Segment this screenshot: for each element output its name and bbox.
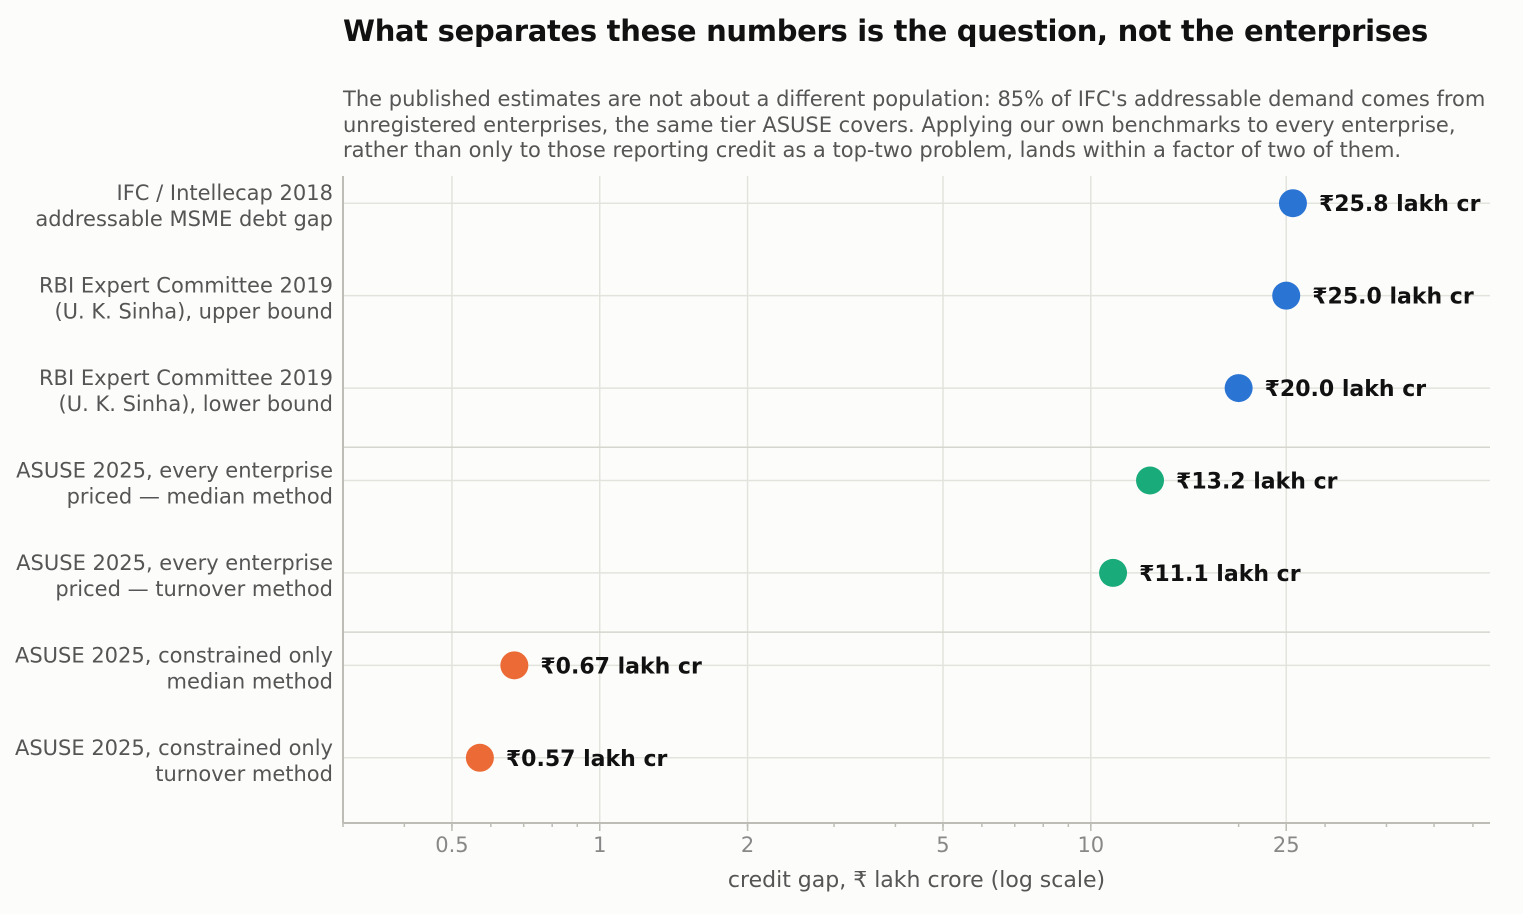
category-label: priced — median method	[67, 485, 333, 509]
data-label: ₹25.0 lakh cr	[1312, 285, 1474, 310]
x-tick-label: 5	[936, 833, 949, 857]
x-tick-label: 10	[1077, 833, 1104, 857]
subtitle-line: rather than only to those reporting cred…	[343, 138, 1402, 162]
category-label: priced — turnover method	[55, 577, 333, 601]
data-label: ₹0.67 lakh cr	[540, 654, 702, 679]
data-label: ₹25.8 lakh cr	[1319, 192, 1481, 217]
data-label: ₹0.57 lakh cr	[506, 747, 668, 772]
data-label: ₹20.0 lakh cr	[1265, 377, 1427, 402]
x-tick-label: 2	[741, 833, 754, 857]
subtitle-line: unregistered enterprises, the same tier …	[343, 112, 1456, 137]
data-point	[500, 651, 529, 680]
category-label: (U. K. Sinha), lower bound	[59, 392, 333, 416]
data-point	[1272, 281, 1301, 310]
data-label: ₹13.2 lakh cr	[1176, 470, 1338, 495]
x-tick-label: 0.5	[435, 833, 468, 857]
category-label: addressable MSME debt gap	[35, 207, 333, 231]
category-label: turnover method	[155, 762, 333, 786]
chart-subtitle: The published estimates are not about a …	[343, 87, 1518, 164]
category-label: IFC / Intellecap 2018	[117, 181, 333, 205]
category-label: median method	[167, 669, 334, 693]
data-point	[1099, 558, 1128, 587]
data-point	[465, 743, 494, 772]
x-tick-label: 25	[1273, 833, 1300, 857]
category-label: RBI Expert Committee 2019	[39, 274, 333, 298]
category-label: (U. K. Sinha), upper bound	[54, 300, 333, 324]
data-label: ₹11.1 lakh cr	[1139, 562, 1301, 587]
x-tick-label: 1	[593, 833, 606, 857]
category-label: ASUSE 2025, constrained only	[15, 643, 333, 667]
chart-title: What separates these numbers is the ques…	[343, 14, 1429, 48]
data-point	[1136, 466, 1165, 495]
data-point	[1278, 189, 1307, 218]
category-label: ASUSE 2025, every enterprise	[16, 459, 333, 483]
x-axis-title: credit gap, ₹ lakh crore (log scale)	[728, 868, 1105, 893]
category-label: RBI Expert Committee 2019	[39, 366, 333, 390]
category-label: ASUSE 2025, every enterprise	[16, 551, 333, 575]
subtitle-line: The published estimates are not about a …	[343, 87, 1486, 111]
category-label: ASUSE 2025, constrained only	[15, 736, 333, 760]
data-point	[1224, 374, 1253, 403]
